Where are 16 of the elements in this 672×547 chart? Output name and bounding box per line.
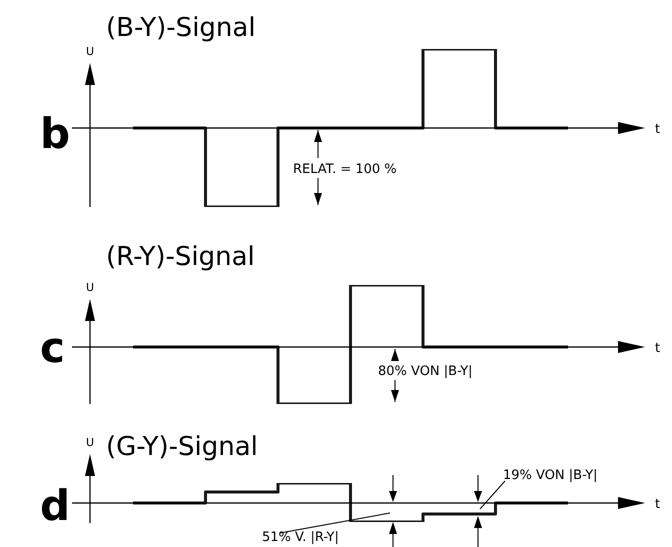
annotation: RELAT. = 100 %	[293, 162, 397, 177]
text: 51% V. |R-Y|	[262, 530, 339, 545]
x-axis-title: t	[655, 497, 660, 512]
text: c	[40, 323, 65, 372]
y-axis-title: U	[86, 45, 94, 58]
text: b	[40, 109, 70, 158]
chart-title: (G-Y)-Signal	[106, 432, 258, 462]
x-axis-title: t	[655, 122, 660, 137]
text: d	[40, 481, 70, 530]
y-axis-title: U	[86, 436, 94, 449]
chart-title: (B-Y)-Signal	[106, 13, 256, 43]
x-axis-title: t	[655, 340, 660, 356]
annotation: 19% VON |B-Y|	[503, 468, 598, 483]
y-axis-title: U	[86, 281, 94, 294]
annotation: 80% VON |B-Y|	[378, 364, 473, 379]
chart-title: (R-Y)-Signal	[106, 242, 255, 272]
